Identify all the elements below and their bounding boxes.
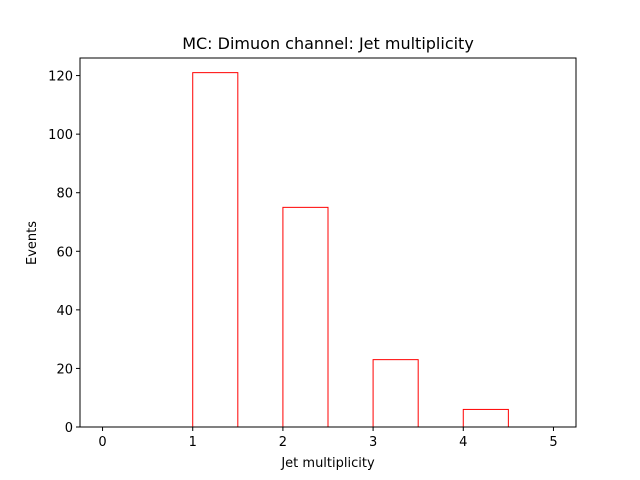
y-tick-label: 0 xyxy=(65,421,73,436)
x-axis-label: Jet multiplicity xyxy=(280,456,375,471)
x-axis-ticks: 0 1 2 3 4 5 xyxy=(98,427,558,450)
histogram-bars xyxy=(192,72,509,428)
chart-title: MC: Dimuon channel: Jet multiplicity xyxy=(182,34,474,53)
x-tick-label: 4 xyxy=(459,435,467,450)
histogram-bar xyxy=(282,206,329,428)
y-tick-label: 40 xyxy=(56,304,73,319)
y-axis-ticks: 0 20 40 60 80 100 120 xyxy=(48,70,80,436)
y-tick-label: 100 xyxy=(48,128,73,143)
x-tick-label: 3 xyxy=(369,435,377,450)
y-axis-label: Events xyxy=(25,221,40,265)
histogram-bar xyxy=(462,408,509,428)
y-tick-label: 120 xyxy=(48,70,73,85)
x-tick-label: 0 xyxy=(98,435,106,450)
x-tick-label: 1 xyxy=(189,435,197,450)
y-tick-label: 20 xyxy=(56,362,73,377)
x-tick-label: 5 xyxy=(549,435,557,450)
histogram-bar xyxy=(372,359,419,428)
plot-frame xyxy=(79,57,577,428)
x-tick-label: 2 xyxy=(279,435,287,450)
histogram-bar xyxy=(192,72,239,428)
y-tick-label: 80 xyxy=(56,187,73,202)
y-tick-label: 60 xyxy=(56,245,73,260)
